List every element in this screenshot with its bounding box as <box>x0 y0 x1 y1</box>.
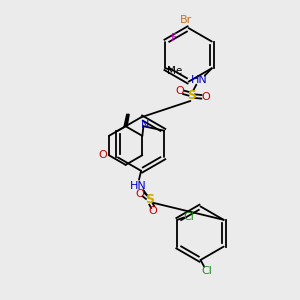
Polygon shape <box>124 114 129 126</box>
Text: Me: Me <box>167 66 183 76</box>
Text: O: O <box>98 150 107 160</box>
Text: O: O <box>135 189 144 199</box>
Text: Cl: Cl <box>183 212 194 222</box>
Text: Br: Br <box>179 15 192 25</box>
Text: HN: HN <box>191 75 208 85</box>
Text: HN: HN <box>130 181 146 191</box>
Text: O: O <box>176 86 184 96</box>
Text: O: O <box>148 206 157 216</box>
Text: O: O <box>201 92 210 102</box>
Text: S: S <box>188 89 196 102</box>
Text: S: S <box>146 194 154 206</box>
Text: F: F <box>171 33 177 43</box>
Text: Cl: Cl <box>201 266 212 276</box>
Text: N: N <box>141 120 149 130</box>
